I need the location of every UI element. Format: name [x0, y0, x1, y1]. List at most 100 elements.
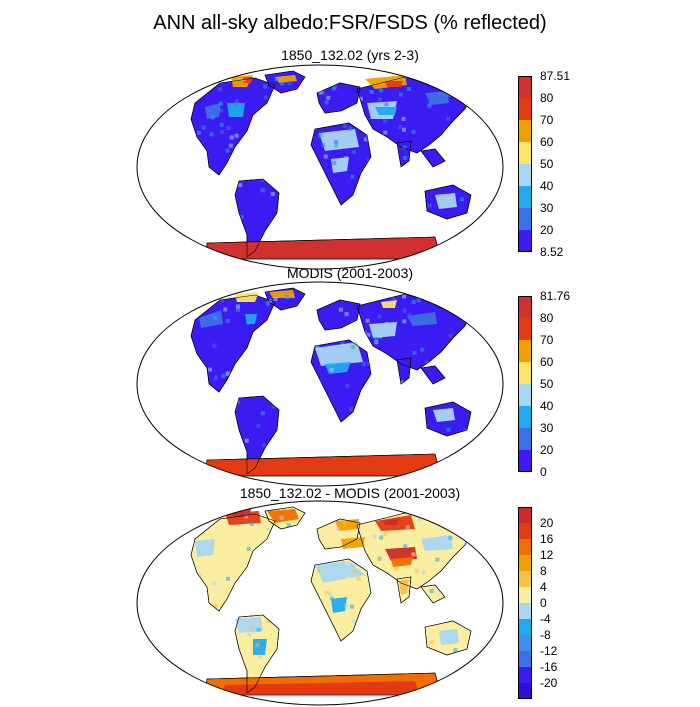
colorbar-swatch: [518, 384, 532, 406]
grid-cell: [469, 395, 473, 400]
field-patch: [235, 617, 263, 633]
grid-cell: [348, 126, 353, 131]
grid-cell: [309, 401, 313, 406]
field-patch: [199, 310, 223, 328]
colorbar-label: 87.51: [540, 69, 571, 83]
grid-cell: [246, 320, 251, 325]
grid-cell: [251, 629, 256, 634]
grid-cell: [354, 214, 359, 218]
grid-cell: [403, 544, 408, 549]
grid-cell: [401, 437, 406, 442]
grid-cell: [345, 383, 350, 388]
colorbar-swatch: [518, 450, 532, 472]
colorbar-obs: 81.76 80 70 60 50 40 30 20 0: [518, 290, 570, 478]
grid-cell: [446, 116, 450, 121]
grid-cell: [398, 125, 402, 129]
colorbar-frame: [518, 507, 532, 699]
field-patch: [335, 519, 359, 531]
grid-cell: [255, 136, 260, 140]
colorbar-swatch: [518, 619, 532, 635]
grid-cell: [384, 578, 389, 583]
grid-cell: [424, 513, 429, 518]
grid-cell: [270, 192, 275, 196]
grid-cell: [435, 557, 440, 562]
grid-cell: [446, 427, 451, 432]
grid-cell: [366, 332, 371, 337]
colorbar-swatch: [518, 667, 532, 683]
grid-cell: [250, 625, 255, 630]
field-patch: [435, 193, 457, 209]
grid-cell: [377, 658, 382, 663]
grid-cell: [220, 404, 225, 409]
colorbar-swatch: [518, 98, 532, 120]
grid-cell: [463, 333, 468, 338]
grid-cell: [383, 130, 388, 135]
grid-cell: [287, 567, 291, 572]
colorbar-label: 80: [540, 91, 554, 105]
grid-cell: [274, 77, 279, 81]
colorbar-swatch: [518, 539, 532, 555]
grid-cell: [303, 442, 308, 447]
grid-cell: [236, 377, 241, 382]
grid-cell: [471, 143, 473, 148]
field-patch: [195, 539, 215, 557]
land-europe: [316, 299, 361, 331]
grid-cell: [441, 435, 446, 440]
grid-cell: [264, 537, 269, 542]
grid-cell: [379, 535, 384, 540]
grid-cell: [453, 526, 458, 531]
grid-cell: [460, 530, 465, 535]
grid-cell: [256, 423, 261, 428]
grid-cell: [417, 517, 421, 522]
grid-cell: [324, 538, 329, 543]
grid-cell: [323, 222, 328, 227]
grid-cell: [402, 319, 407, 324]
grid-cell: [453, 648, 458, 653]
land-seAsia: [420, 584, 446, 604]
grid-cell: [404, 616, 409, 621]
grid-cell: [379, 88, 384, 93]
grid-cell: [265, 137, 270, 142]
grid-cell: [335, 526, 340, 531]
grid-cell: [246, 547, 251, 551]
grid-cell: [218, 101, 223, 106]
grid-cell: [239, 215, 244, 219]
grid-cell: [237, 606, 242, 611]
grid-cell: [219, 122, 224, 127]
grid-cell: [327, 633, 332, 638]
grid-cell: [256, 378, 261, 383]
grid-cell: [220, 129, 224, 134]
land-antarctica: [204, 453, 442, 477]
grid-cell: [280, 592, 285, 597]
grid-cell: [334, 213, 339, 217]
grid-cell: [327, 546, 332, 551]
grid-cell: [303, 567, 307, 572]
grid-cell: [223, 405, 228, 409]
grid-cell: [229, 606, 234, 611]
grid-cell: [467, 563, 472, 568]
grid-cell: [321, 142, 326, 147]
colorbar-label: 16: [540, 532, 554, 546]
grid-cell: [411, 129, 416, 134]
grid-cell: [323, 154, 328, 159]
grid-cell: [368, 380, 373, 385]
grid-cell: [380, 150, 385, 155]
grid-cell: [412, 350, 417, 355]
grid-cell: [212, 438, 217, 443]
colorbar-swatch: [518, 603, 532, 619]
grid-cell: [208, 367, 212, 372]
colorbar-label: 30: [540, 421, 554, 435]
grid-cell: [227, 429, 232, 434]
grid-cell: [472, 175, 473, 180]
grid-cell: [292, 631, 296, 636]
grid-cell: [444, 349, 449, 354]
grid-cell: [331, 86, 336, 91]
grid-cell: [448, 333, 453, 338]
grid-cell: [442, 352, 447, 357]
grid-cell: [402, 294, 406, 299]
grid-cell: [334, 139, 338, 144]
grid-cell: [303, 431, 308, 436]
grid-cell: [383, 440, 388, 444]
grid-cell: [234, 133, 239, 138]
grid-cell: [324, 100, 329, 105]
